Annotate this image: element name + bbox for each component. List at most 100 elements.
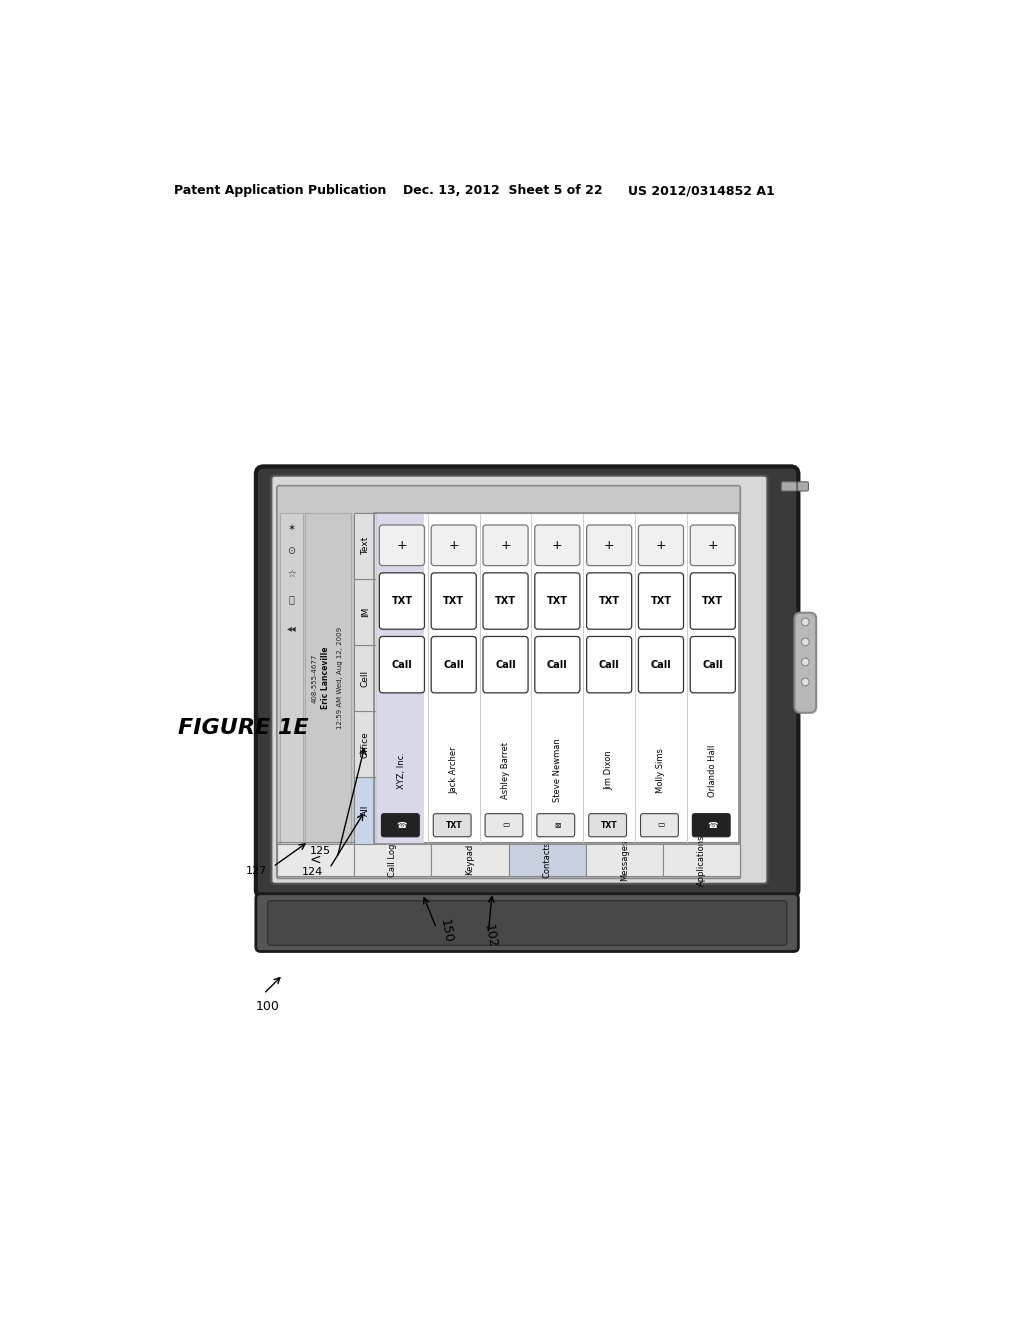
Text: Call: Call <box>443 660 464 669</box>
FancyBboxPatch shape <box>690 636 735 693</box>
FancyBboxPatch shape <box>641 813 678 837</box>
Text: +: + <box>449 539 459 552</box>
Text: Molly Sims: Molly Sims <box>656 748 666 793</box>
FancyBboxPatch shape <box>256 894 799 952</box>
FancyBboxPatch shape <box>798 482 809 491</box>
FancyBboxPatch shape <box>690 525 735 565</box>
Text: +: + <box>708 539 718 552</box>
Text: Call: Call <box>496 660 516 669</box>
Bar <box>663 843 740 876</box>
FancyBboxPatch shape <box>379 525 424 565</box>
Bar <box>509 843 586 876</box>
Bar <box>354 512 738 843</box>
Bar <box>305 512 351 843</box>
FancyBboxPatch shape <box>483 636 528 693</box>
Bar <box>375 512 738 843</box>
Text: Call: Call <box>547 660 567 669</box>
FancyBboxPatch shape <box>431 636 476 693</box>
FancyBboxPatch shape <box>638 636 683 693</box>
Text: TXT: TXT <box>702 597 723 606</box>
Text: Cell: Cell <box>360 669 370 686</box>
FancyBboxPatch shape <box>690 573 735 630</box>
Text: +: + <box>396 539 408 552</box>
Text: 100: 100 <box>256 1001 280 1014</box>
Bar <box>354 843 431 876</box>
Text: Call: Call <box>702 660 723 669</box>
Bar <box>376 512 428 843</box>
Text: ☎: ☎ <box>708 821 718 830</box>
FancyBboxPatch shape <box>587 573 632 630</box>
FancyBboxPatch shape <box>589 813 627 837</box>
FancyBboxPatch shape <box>379 636 424 693</box>
Bar <box>479 512 531 843</box>
FancyBboxPatch shape <box>271 475 767 884</box>
Text: Call: Call <box>599 660 620 669</box>
Bar <box>280 512 303 843</box>
Text: TXT: TXT <box>391 597 413 606</box>
Bar <box>354 777 376 843</box>
Text: ▭: ▭ <box>502 821 509 830</box>
FancyBboxPatch shape <box>267 900 786 945</box>
Text: Eric Lanceville: Eric Lanceville <box>322 647 330 709</box>
FancyBboxPatch shape <box>431 525 476 565</box>
FancyBboxPatch shape <box>692 813 730 837</box>
Bar <box>376 512 424 843</box>
FancyBboxPatch shape <box>256 466 799 898</box>
Bar <box>531 512 584 843</box>
Text: Jack Archer: Jack Archer <box>450 747 458 795</box>
Text: TXT: TXT <box>445 821 462 830</box>
FancyBboxPatch shape <box>535 573 580 630</box>
FancyBboxPatch shape <box>431 573 476 630</box>
Bar <box>354 578 376 645</box>
Text: ☆: ☆ <box>287 569 296 579</box>
FancyBboxPatch shape <box>433 813 471 837</box>
Text: Patent Application Publication: Patent Application Publication <box>174 185 387 197</box>
FancyBboxPatch shape <box>276 486 740 878</box>
Text: ⊙: ⊙ <box>288 546 296 556</box>
FancyBboxPatch shape <box>587 636 632 693</box>
Text: TXT: TXT <box>599 597 620 606</box>
Text: ✶: ✶ <box>288 523 296 533</box>
Text: 125: 125 <box>310 846 331 857</box>
Text: 🔒: 🔒 <box>289 594 295 603</box>
FancyBboxPatch shape <box>795 612 816 713</box>
FancyBboxPatch shape <box>382 813 419 837</box>
FancyBboxPatch shape <box>587 525 632 565</box>
Text: ☎: ☎ <box>396 821 408 830</box>
Bar <box>428 512 479 843</box>
Text: TXT: TXT <box>443 597 464 606</box>
Circle shape <box>802 659 809 665</box>
Text: Steve Newman: Steve Newman <box>553 739 562 803</box>
Text: +: + <box>552 539 562 552</box>
Text: 124: 124 <box>302 867 324 878</box>
Text: TXT: TXT <box>601 821 617 830</box>
Text: ◂◂: ◂◂ <box>287 623 296 634</box>
Text: Keypad: Keypad <box>465 845 474 875</box>
Bar <box>354 711 376 777</box>
Bar <box>687 512 738 843</box>
Bar <box>586 843 663 876</box>
FancyBboxPatch shape <box>485 813 523 837</box>
Text: 102: 102 <box>482 923 499 949</box>
Text: TXT: TXT <box>547 597 568 606</box>
Text: Jim Dixon: Jim Dixon <box>604 751 613 791</box>
FancyBboxPatch shape <box>535 636 580 693</box>
Text: Ashley Barret: Ashley Barret <box>501 742 510 799</box>
Text: XYZ, Inc.: XYZ, Inc. <box>397 752 407 789</box>
Text: US 2012/0314852 A1: US 2012/0314852 A1 <box>628 185 774 197</box>
Text: Text: Text <box>360 536 370 554</box>
Text: 408-555-4677: 408-555-4677 <box>312 653 317 702</box>
Bar <box>354 645 376 711</box>
Text: All: All <box>360 805 370 816</box>
Bar <box>635 512 687 843</box>
FancyBboxPatch shape <box>483 525 528 565</box>
Text: Contacts: Contacts <box>543 841 552 878</box>
FancyBboxPatch shape <box>638 525 683 565</box>
Text: <: < <box>309 853 322 867</box>
Bar <box>584 512 635 843</box>
Bar <box>276 843 354 876</box>
Text: ⊠: ⊠ <box>554 821 560 830</box>
Text: 150: 150 <box>438 919 455 944</box>
Text: +: + <box>604 539 614 552</box>
FancyBboxPatch shape <box>638 573 683 630</box>
